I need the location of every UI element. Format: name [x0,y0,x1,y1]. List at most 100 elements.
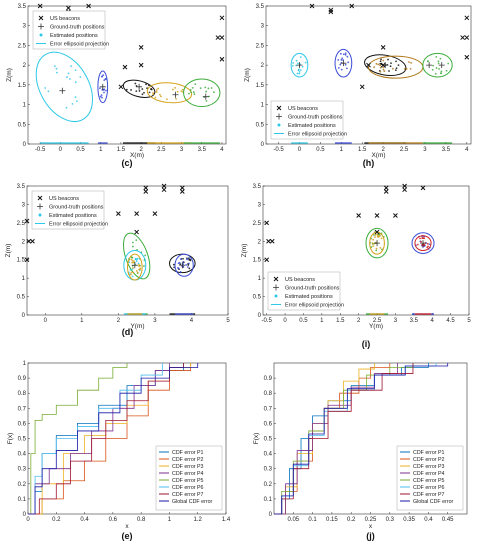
us-beacon-marker [349,3,355,9]
panel-label: (e) [122,531,133,541]
estimated-position-point [143,91,145,94]
y-tick-label: 1 [23,361,27,367]
estimated-position-point [166,98,168,101]
x-axis-label: X(m) [130,152,144,159]
legend-entry: Estimated positions [49,213,97,219]
us-beacon-marker [152,211,158,216]
estimated-position-point [291,64,294,67]
us-beacon-marker [464,54,470,60]
x-tick-label: 0 [59,147,63,153]
us-beacon-marker [161,187,167,193]
estimated-position-point [172,263,175,266]
legend-ground-truth-symbol [37,203,43,210]
estimated-position-point [138,268,141,271]
estimated-position-point [150,88,153,91]
estimated-position-point [148,84,150,87]
estimated-position-point [71,102,74,105]
estimated-position-point [175,97,177,100]
estimated-position-point [395,60,397,63]
legend-beacon-symbol [276,105,282,111]
us-beacon-marker [264,257,270,263]
us-beacon-marker [179,189,185,194]
estimated-position-point [103,91,105,94]
estimated-position-point [426,243,429,245]
legend-entry: CDF error P1 [413,450,445,456]
estimated-position-point [189,89,192,91]
x-tick-label: 0.4 [80,517,89,523]
estimated-position-point [132,260,135,263]
y-tick-label: 2.5 [18,43,27,49]
estimated-position-point [180,258,182,261]
legend-entry: Estimated positions [285,294,333,300]
legend-beacon-symbol [273,276,279,282]
error-ellipse [122,79,156,98]
y-tick-label: 0.4 [264,452,273,458]
estimated-position-point [301,65,304,68]
estimated-position-point [346,55,349,58]
panel-label: (j) [366,531,375,541]
ground-truth-marker [296,62,303,69]
x-tick-label: 1.5 [358,147,367,153]
error-ellipse [183,78,221,108]
y-axis-label: F(x) [253,433,260,445]
estimated-position-point [379,60,382,63]
x-tick-label: 2 [357,318,361,324]
estimated-position-point [337,59,340,61]
cdf-line-series-7 [28,363,184,515]
y-tick-label: 1.5 [256,83,265,89]
estimated-position-point [56,71,58,74]
panel-label: (i) [362,339,371,349]
x-tick-label: 1.4 [222,517,231,523]
estimated-position-point [292,61,294,64]
estimated-position-point [181,88,184,91]
us-beacon-marker [402,187,407,193]
legend-entry: CDF error P2 [172,457,204,463]
us-beacon-marker [328,9,334,15]
estimated-position-point [76,100,78,103]
y-tick-label: 0 [23,512,27,518]
estimated-position-point [182,260,185,263]
estimated-position-point [192,91,195,93]
estimated-position-point [340,68,343,71]
panel-label: (d) [122,327,134,337]
y-tick-label: 3.5 [253,184,262,190]
us-beacon-marker [380,62,386,68]
estimated-position-point [104,78,107,80]
y-tick-label: 1.5 [253,258,262,264]
x-tick-label: 4 [220,147,224,153]
ground-truth-marker [202,93,209,100]
x-tick-label: 0.5 [316,147,325,153]
estimated-position-point [423,237,426,240]
estimated-position-point [298,70,301,73]
estimated-position-point [435,67,438,69]
x-tick-label: 0.25 [365,517,377,523]
legend-entry: Estimated positions [50,33,98,39]
estimated-position-point [374,236,376,238]
estimated-position-point [74,69,77,72]
estimated-position-point [157,87,159,90]
legend-box [270,100,344,140]
estimated-position-point [295,59,298,62]
estimated-position-point [432,64,435,67]
cdf-line-series-7 [274,363,414,515]
legend-entry: CDF error P5 [172,478,204,484]
x-tick-label: 1.2 [194,517,203,523]
estimated-position-point [210,87,213,89]
us-beacon-marker [219,56,225,62]
x-tick-label: 4 [465,147,469,153]
estimated-position-point [138,90,141,92]
estimated-position-point [155,91,158,93]
y-axis-label: Z(m) [241,244,248,258]
y-tick-label: 1.5 [17,258,26,264]
panel-h: -0.5 0 0.5 1 1.5 2 2.5 3 3.5 4 0 0.5 1 1.5 2 2.5 3 3.5 X(m… [244,3,472,168]
y-tick-label: 0.3 [264,467,273,473]
estimated-position-point [186,266,189,268]
x-tick-label: 0.5 [76,147,85,153]
y-tick-label: 0.7 [18,406,27,412]
estimated-position-point [394,69,397,72]
estimated-position-point [445,69,448,72]
estimated-position-point [339,52,342,55]
panel-i: -0.5 0 0.5 1 1.5 2 2.5 3 3.5 4 4.5 500.511.522.533.… [241,183,471,349]
error-ellipse [365,227,389,259]
